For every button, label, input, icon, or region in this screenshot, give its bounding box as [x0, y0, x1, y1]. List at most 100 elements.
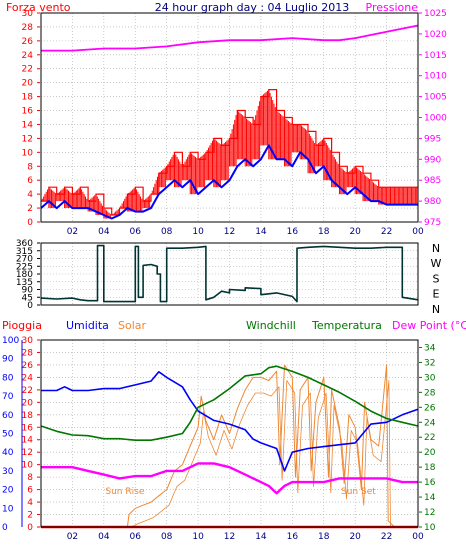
rain-y-tick-22: 22 [22, 386, 33, 396]
direction-y-tick-270: 270 [16, 255, 33, 265]
pressure-y-tick-975: 975 [424, 218, 441, 228]
rain-y-tick-2: 2 [27, 511, 33, 521]
compass-label-2: S [433, 272, 440, 285]
rain-y-tick-20: 20 [22, 398, 34, 408]
climate-x-tick-18: 18 [318, 532, 330, 542]
wind-y-tick-2: 2 [27, 204, 33, 214]
wind-x-tick-00: 00 [412, 227, 424, 237]
climate-x-tick-02: 02 [67, 532, 78, 542]
legend-dew-point: Dew Point (°C) [392, 319, 466, 332]
humidity-y-tick-80: 80 [2, 373, 14, 383]
climate-x-tick-14: 14 [255, 532, 267, 542]
wind-frame [40, 12, 419, 223]
temp-y-tick-22: 22 [424, 433, 435, 443]
humidity-y-tick-100: 100 [2, 336, 19, 346]
wind-y-tick-6: 6 [27, 176, 33, 186]
climate-x-tick-04: 04 [98, 532, 110, 542]
direction-frame [40, 242, 419, 306]
pressure-y-tick-1000: 1000 [424, 114, 447, 124]
temp-y-tick-10: 10 [424, 523, 436, 533]
pressure-line [41, 24, 419, 52]
rain-y-tick-16: 16 [22, 423, 34, 433]
climate-x-tick-12: 12 [224, 532, 235, 542]
temperature-line [40, 365, 419, 441]
pressure-y-tick-980: 980 [424, 197, 441, 207]
temp-y-tick-16: 16 [424, 478, 436, 488]
annotation-sun-rise: Sun Rise [105, 487, 144, 497]
direction-y-tick-315: 315 [16, 247, 33, 257]
rain-y-tick-0: 0 [27, 523, 33, 533]
temp-y-tick-14: 14 [424, 493, 436, 503]
climate-x-tick-06: 06 [130, 532, 142, 542]
compass-label-3: E [433, 288, 440, 301]
direction-y-tick-180: 180 [16, 270, 33, 280]
climate-x-tick-22: 22 [381, 532, 392, 542]
compass-label-0: N [432, 242, 440, 255]
rain-y-tick-30: 30 [22, 336, 34, 346]
climate-x-tick-08: 08 [161, 532, 173, 542]
wind-x-tick-02: 02 [67, 227, 78, 237]
temp-y-tick-34: 34 [424, 343, 436, 353]
humidity-y-tick-70: 70 [2, 392, 14, 402]
wind-y-tick-16: 16 [22, 107, 34, 117]
humidity-y-tick-10: 10 [2, 504, 14, 514]
legend-solar: Solar [118, 319, 147, 332]
pressure-y-tick-990: 990 [424, 155, 441, 165]
humidity-line [41, 371, 419, 472]
rain-y-tick-10: 10 [22, 461, 34, 471]
pressure-y-tick-1020: 1020 [424, 30, 447, 40]
humidity-y-tick-60: 60 [2, 411, 14, 421]
humidity-y-tick-20: 20 [2, 486, 14, 496]
rain-y-tick-6: 6 [27, 486, 33, 496]
humidity-y-tick-90: 90 [2, 355, 14, 365]
direction-y-tick-90: 90 [22, 286, 34, 296]
pressure-axis-title: Pressione [366, 1, 419, 14]
wind-x-tick-10: 10 [192, 227, 204, 237]
wind-y-tick-24: 24 [22, 51, 34, 61]
rain-y-tick-12: 12 [22, 448, 33, 458]
wind-x-tick-04: 04 [98, 227, 110, 237]
wind-axis-title: Forza vento [6, 1, 71, 14]
axes-layer: 02 04 06 08 10 12 14 16 18 20 22 000246810121416182… [2, 9, 447, 542]
chart-title: 24 hour graph day : 04 Luglio 2013 [155, 1, 350, 14]
temp-y-tick-12: 12 [424, 508, 435, 518]
humidity-y-tick-40: 40 [2, 448, 14, 458]
solar-line [126, 364, 418, 528]
wind-x-tick-22: 22 [381, 227, 392, 237]
wind-y-tick-8: 8 [27, 162, 33, 172]
rain-y-tick-28: 28 [22, 348, 34, 358]
wind-x-tick-08: 08 [161, 227, 173, 237]
pressure-y-tick-995: 995 [424, 134, 441, 144]
temp-y-tick-18: 18 [424, 463, 436, 473]
direction-y-tick-360: 360 [16, 239, 33, 249]
pressure-y-tick-1015: 1015 [424, 51, 447, 61]
wind-y-tick-20: 20 [22, 79, 34, 89]
wind-y-tick-14: 14 [22, 120, 34, 130]
temp-y-tick-26: 26 [424, 403, 436, 413]
wind-x-tick-20: 20 [349, 227, 361, 237]
direction-y-tick-0: 0 [27, 301, 33, 311]
climate-frame [40, 339, 419, 528]
wind-x-tick-16: 16 [287, 227, 299, 237]
wind-y-tick-28: 28 [22, 23, 34, 33]
rain-y-tick-18: 18 [22, 411, 34, 421]
series-layer [40, 24, 419, 529]
temp-y-tick-30: 30 [424, 373, 436, 383]
wind-gust-line [41, 89, 418, 216]
climate-x-tick-16: 16 [287, 532, 299, 542]
direction-y-tick-45: 45 [22, 293, 33, 303]
wind-avg-line [40, 144, 418, 220]
wind-y-tick-30: 30 [22, 9, 34, 19]
solar-line-secondary [129, 380, 418, 528]
wind-y-tick-0: 0 [27, 218, 33, 228]
humidity-y-tick-30: 30 [2, 467, 14, 477]
wind-x-tick-06: 06 [130, 227, 142, 237]
wind-y-tick-12: 12 [22, 134, 33, 144]
rain-y-tick-4: 4 [27, 498, 33, 508]
rain-y-tick-14: 14 [22, 436, 34, 446]
rain-y-tick-8: 8 [27, 473, 33, 483]
rain-y-tick-24: 24 [22, 373, 34, 383]
wind-y-tick-10: 10 [22, 148, 34, 158]
wind-y-tick-4: 4 [27, 190, 33, 200]
